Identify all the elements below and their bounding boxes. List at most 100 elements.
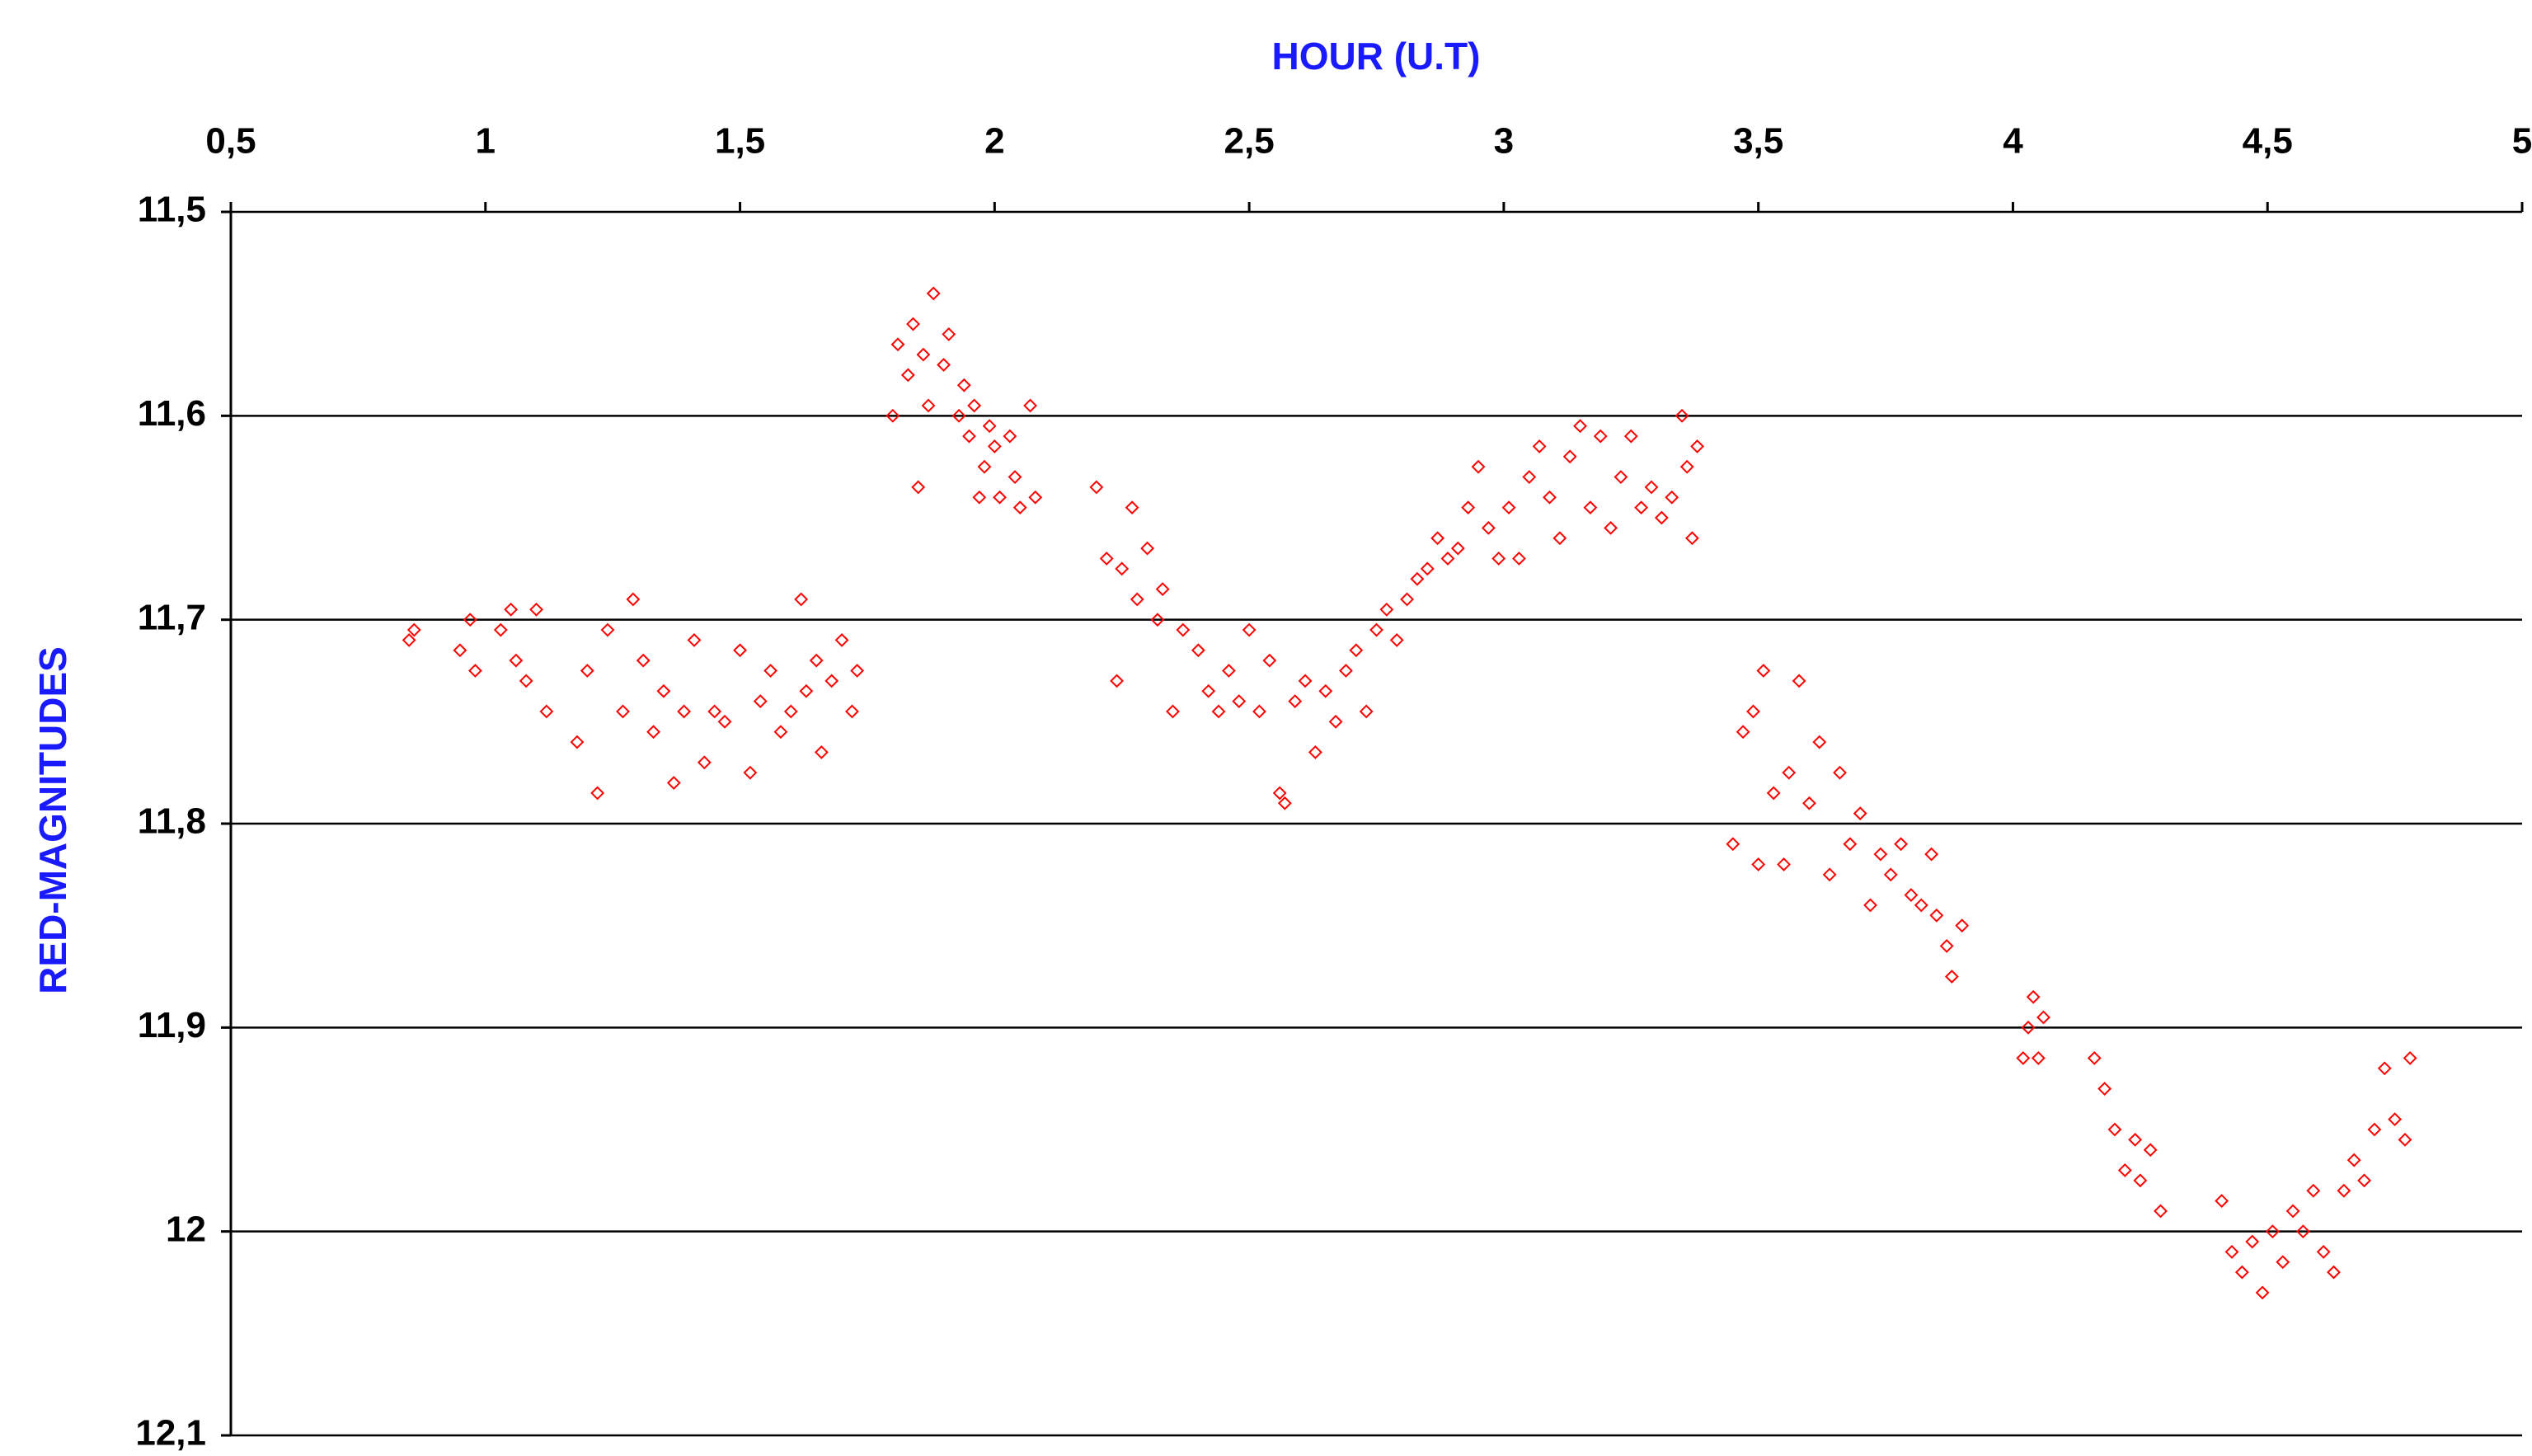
- point: [1420, 561, 1435, 576]
- point: [1562, 449, 1577, 464]
- point: [1003, 429, 1017, 444]
- point: [1904, 888, 1919, 902]
- point: [982, 419, 997, 434]
- point: [2097, 1082, 2112, 1096]
- point: [1914, 898, 1928, 913]
- point: [1684, 531, 1699, 546]
- point: [1410, 571, 1425, 586]
- point: [1191, 643, 1205, 658]
- point: [1623, 429, 1638, 444]
- x-tick-label: 2,5: [1224, 121, 1275, 162]
- point: [937, 358, 951, 372]
- point: [1349, 643, 1364, 658]
- point: [845, 704, 859, 719]
- point: [1379, 602, 1394, 617]
- point: [921, 398, 936, 413]
- point: [1593, 429, 1608, 444]
- point: [687, 632, 702, 647]
- point: [600, 622, 615, 637]
- point: [2133, 1173, 2148, 1188]
- point: [1176, 622, 1191, 637]
- point: [885, 408, 900, 423]
- point: [2306, 1183, 2321, 1198]
- x-tick-label: 1,5: [715, 121, 765, 162]
- point: [2367, 1122, 2382, 1137]
- point: [1491, 552, 1506, 566]
- point: [926, 286, 941, 301]
- point: [1736, 725, 1750, 740]
- point: [2388, 1112, 2403, 1127]
- point: [1746, 704, 1760, 719]
- point: [666, 776, 681, 790]
- point: [1726, 837, 1740, 852]
- point: [942, 326, 956, 341]
- point: [2021, 1020, 2036, 1035]
- point: [2016, 1051, 2031, 1065]
- point: [2215, 1194, 2229, 1208]
- point: [2265, 1224, 2280, 1239]
- point: [962, 429, 976, 444]
- point: [799, 683, 814, 698]
- point: [1262, 653, 1277, 668]
- point: [1853, 806, 1867, 821]
- x-tick-label: 4,5: [2243, 121, 2293, 162]
- point: [402, 632, 416, 647]
- point: [1277, 796, 1292, 810]
- point: [463, 613, 477, 627]
- point: [707, 704, 722, 719]
- point: [1955, 918, 1970, 933]
- point: [1481, 520, 1496, 535]
- point: [1501, 500, 1516, 515]
- point: [570, 735, 585, 749]
- point: [1012, 500, 1027, 515]
- point: [1272, 786, 1287, 801]
- point: [1115, 561, 1130, 576]
- point: [2117, 1163, 2132, 1177]
- point: [1802, 796, 1816, 810]
- point: [1150, 613, 1165, 627]
- point: [993, 490, 1007, 505]
- point: [956, 378, 971, 392]
- point: [2154, 1204, 2168, 1219]
- point: [1679, 459, 1694, 474]
- point: [753, 694, 768, 709]
- point: [911, 480, 926, 495]
- point: [2255, 1285, 2270, 1300]
- point: [697, 755, 712, 770]
- point: [951, 408, 966, 423]
- point: [2346, 1153, 2361, 1167]
- point: [916, 347, 931, 362]
- point: [616, 704, 630, 719]
- point: [646, 725, 660, 740]
- point: [1924, 847, 1939, 862]
- x-tick-label: 4: [2003, 121, 2023, 162]
- point: [1400, 592, 1414, 607]
- point: [773, 725, 788, 740]
- point: [1201, 683, 1216, 698]
- point: [890, 337, 905, 352]
- point: [814, 745, 829, 759]
- point: [656, 683, 671, 698]
- point: [493, 622, 508, 637]
- point: [1221, 664, 1236, 678]
- point: [1110, 674, 1124, 688]
- point: [1008, 470, 1022, 484]
- point: [1339, 664, 1353, 678]
- point: [1614, 470, 1628, 484]
- point: [809, 653, 824, 668]
- point: [1822, 867, 1837, 882]
- point: [1894, 837, 1908, 852]
- y-tick-label: 11,7: [138, 597, 206, 637]
- point: [1440, 552, 1455, 566]
- point: [677, 704, 692, 719]
- point: [1751, 857, 1766, 871]
- point: [834, 632, 849, 647]
- point: [1604, 520, 1618, 535]
- x-tick-label: 0,5: [205, 121, 256, 162]
- point: [1328, 714, 1343, 729]
- point: [1166, 704, 1180, 719]
- point: [783, 704, 798, 719]
- point: [1553, 531, 1567, 546]
- y-tick-label: 11,9: [138, 1005, 206, 1045]
